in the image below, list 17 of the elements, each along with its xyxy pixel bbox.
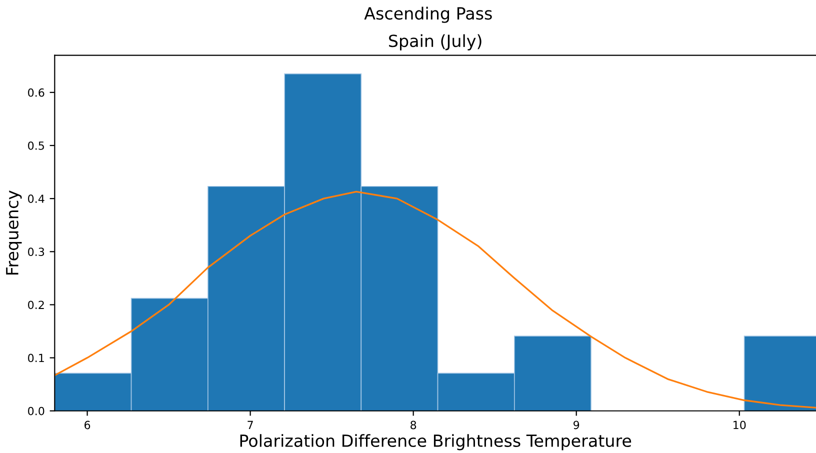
line-series (54, 190, 816, 409)
y-tick-label: 0.0 (28, 406, 44, 416)
y-axis-title: Frequency (6, 190, 22, 274)
y-tick-label: 0.3 (28, 248, 44, 256)
x-tick-label: 9 (574, 420, 580, 430)
y-tick-label: 0.6 (28, 88, 44, 97)
y-tick-label: 0.5 (28, 141, 44, 150)
y-tick-label: 0.4 (28, 194, 44, 203)
y-tick-label: 0.1 (28, 354, 44, 362)
chart-title: Spain (July) (389, 34, 482, 50)
x-tick-label: 7 (248, 420, 253, 430)
x-tick-label: 6 (84, 420, 90, 430)
x-axis-title: Polarization Difference Brightness Temperature (240, 434, 632, 450)
chart-subtitle: Ascending Pass (364, 6, 492, 23)
x-tick-label: 8 (410, 420, 416, 430)
y-tick-label: 0.2 (28, 300, 44, 310)
x-tick-label: 10 (734, 420, 746, 430)
